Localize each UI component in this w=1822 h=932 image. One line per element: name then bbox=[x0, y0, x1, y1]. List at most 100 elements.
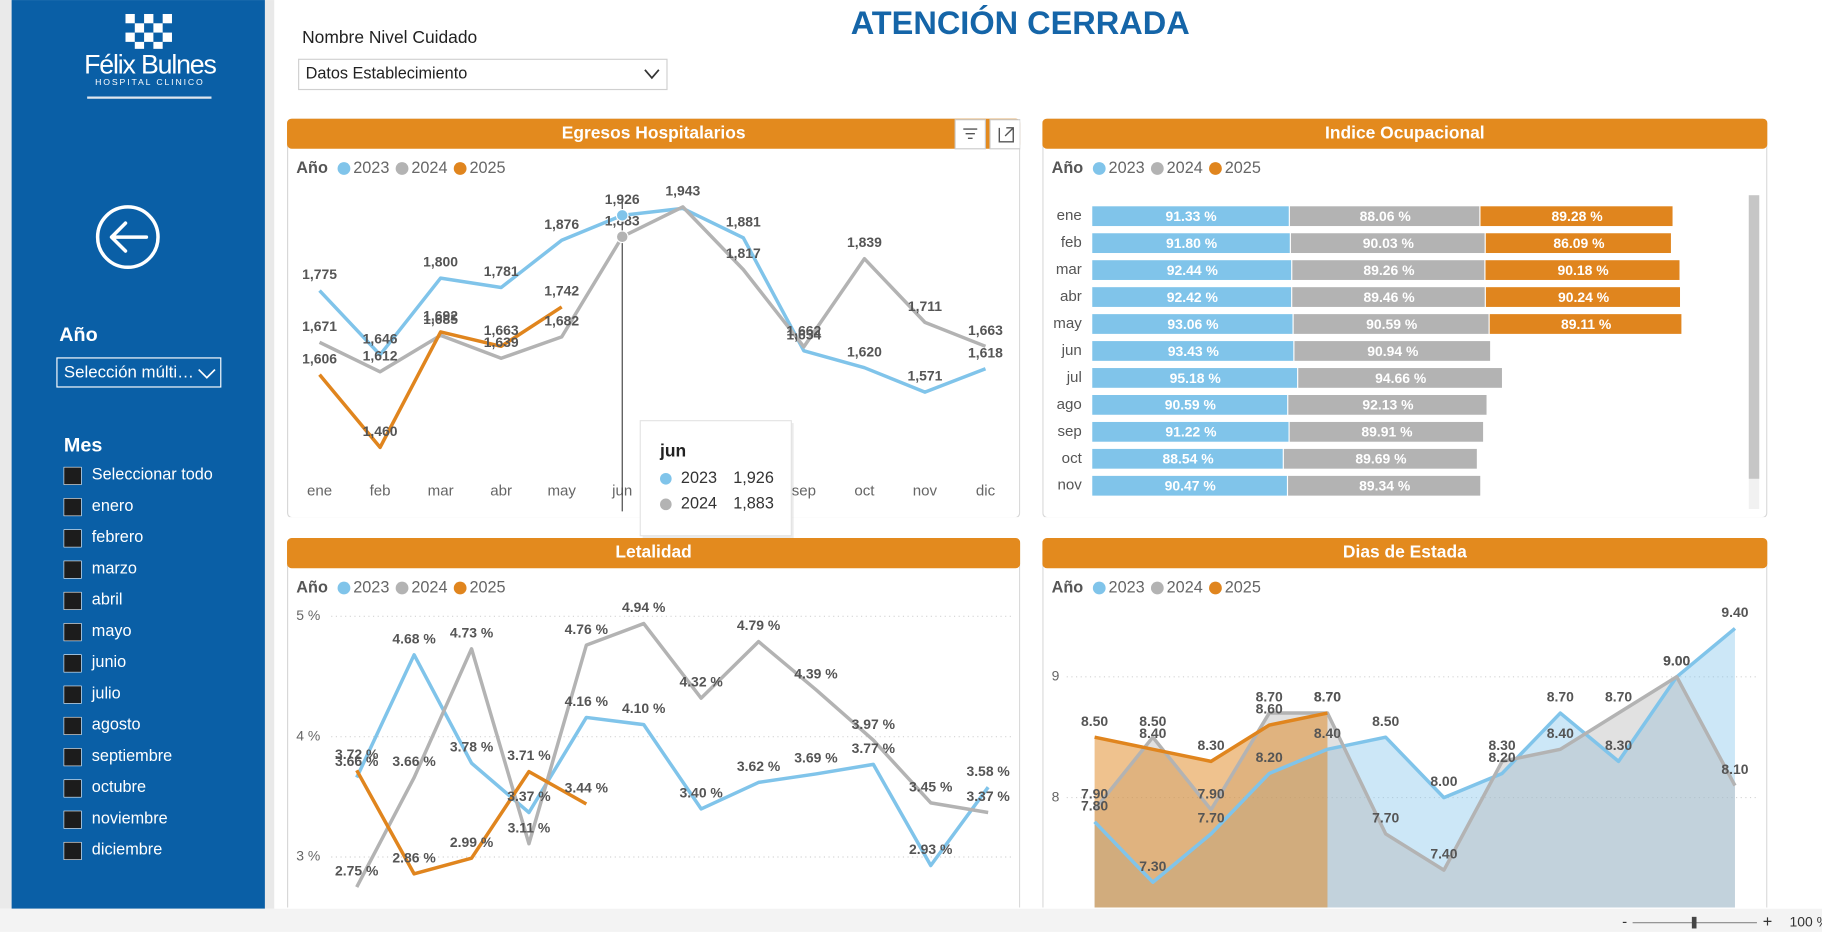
checkbox[interactable] bbox=[63, 466, 82, 485]
bar bbox=[1292, 260, 1485, 280]
month-option: enero bbox=[92, 497, 134, 515]
data-label: 88.06 % bbox=[1360, 208, 1412, 224]
data-label: 91.33 % bbox=[1166, 208, 1218, 224]
back-button[interactable] bbox=[95, 205, 160, 270]
line bbox=[1094, 711, 1328, 764]
data-label: 3.58 % bbox=[966, 763, 1010, 779]
y-tick-label: 3 % bbox=[296, 848, 320, 864]
data-label: 1,460 bbox=[363, 423, 398, 439]
month-options: Seleccionar todo enero febrero marzo abril ma… bbox=[63, 466, 213, 860]
data-label: 8.20 bbox=[1489, 749, 1516, 765]
year-filter-label: Año bbox=[59, 324, 97, 346]
y-tick-label: 9 bbox=[1052, 667, 1060, 683]
year-filter-dropdown[interactable] bbox=[56, 357, 222, 388]
checkbox[interactable] bbox=[63, 685, 82, 704]
x-tick-label: mar bbox=[428, 483, 454, 500]
bar bbox=[1092, 341, 1294, 361]
y-category-label: nov bbox=[1057, 477, 1082, 494]
checkbox[interactable] bbox=[63, 591, 82, 610]
data-label: 90.47 % bbox=[1165, 478, 1217, 494]
panel-header bbox=[287, 538, 1021, 569]
legend-swatch bbox=[1150, 581, 1164, 595]
zoom-in[interactable]: + bbox=[1763, 913, 1773, 931]
hover-dot bbox=[615, 230, 629, 244]
data-label: 3.44 % bbox=[565, 780, 609, 796]
x-tick-label: abr bbox=[490, 483, 512, 500]
data-label: 92.44 % bbox=[1167, 262, 1219, 278]
data-label: 88.54 % bbox=[1162, 451, 1214, 467]
checkbox[interactable] bbox=[63, 623, 82, 642]
data-label: 89.34 % bbox=[1359, 478, 1411, 494]
panel-header bbox=[1042, 538, 1768, 569]
data-label: 1,646 bbox=[363, 330, 398, 346]
checkbox[interactable] bbox=[63, 716, 82, 735]
month-option: febrero bbox=[92, 528, 144, 546]
data-label: 1,876 bbox=[544, 216, 579, 232]
y-category-label: abr bbox=[1060, 288, 1082, 305]
checkbox[interactable] bbox=[63, 529, 82, 548]
data-label: 1,800 bbox=[423, 254, 458, 270]
data-label: 92.13 % bbox=[1362, 397, 1414, 413]
x-tick-label: feb bbox=[370, 483, 391, 500]
data-label: 8.50 bbox=[1372, 713, 1399, 729]
x-tick-label: sep bbox=[792, 483, 816, 500]
data-label: 89.26 % bbox=[1363, 262, 1415, 278]
data-label: 89.11 % bbox=[1561, 316, 1612, 332]
status-bar bbox=[0, 908, 1822, 932]
y-category-label: jun bbox=[1061, 342, 1082, 359]
checkbox[interactable] bbox=[63, 841, 82, 860]
legend-label: 2025 bbox=[1225, 578, 1261, 596]
data-label: 4.68 % bbox=[392, 630, 436, 646]
logo-subtitle: HOSPITAL CLINICO bbox=[95, 77, 205, 87]
checkbox[interactable] bbox=[63, 810, 82, 829]
data-label: 1,781 bbox=[484, 263, 519, 279]
data-label: 3.62 % bbox=[737, 758, 781, 774]
data-label: 1,839 bbox=[847, 234, 882, 250]
filter-glyph bbox=[963, 128, 978, 140]
zoom-out[interactable]: - bbox=[1622, 914, 1627, 931]
data-label: 7.40 bbox=[1430, 846, 1457, 862]
filter-dropdown[interactable] bbox=[298, 58, 668, 91]
line bbox=[318, 205, 987, 374]
data-label: 1,618 bbox=[968, 344, 1003, 360]
x-tick-label: dic bbox=[976, 483, 996, 500]
bar bbox=[1092, 233, 1290, 254]
checkbox[interactable] bbox=[63, 654, 82, 673]
data-label: 91.22 % bbox=[1165, 424, 1217, 440]
data-label: 89.28 % bbox=[1552, 208, 1604, 224]
data-label: 8.40 bbox=[1547, 725, 1574, 741]
data-label: 3.66 % bbox=[392, 753, 436, 769]
legend-label: 2024 bbox=[411, 578, 447, 596]
checkbox[interactable] bbox=[63, 498, 82, 517]
checkbox[interactable] bbox=[63, 748, 82, 767]
zoom-thumb[interactable] bbox=[1691, 916, 1697, 929]
scroll-thumb[interactable] bbox=[1748, 195, 1760, 479]
checkbox[interactable] bbox=[63, 779, 82, 798]
data-label: 1,639 bbox=[484, 334, 519, 350]
y-tick-label: 5 % bbox=[296, 607, 320, 623]
data-label: 1,662 bbox=[786, 322, 821, 338]
sidebar-shadow bbox=[264, 0, 275, 909]
chart-title: Egresos Hospitalarios bbox=[562, 122, 746, 142]
bar bbox=[1289, 421, 1484, 442]
bar bbox=[1480, 206, 1673, 227]
x-tick-label: oct bbox=[854, 483, 875, 500]
data-label: 8.00 bbox=[1430, 773, 1457, 789]
bar bbox=[1485, 233, 1671, 254]
chart-panel: Egresos Hospitalarios Año 2023 2024 2025 ene f… bbox=[287, 118, 1021, 518]
data-label: 86.09 % bbox=[1553, 235, 1605, 251]
data-label: 8.10 bbox=[1721, 761, 1748, 777]
focus-icon[interactable] bbox=[989, 119, 1021, 150]
tooltip-name: 2023 bbox=[681, 469, 717, 487]
chart-panel: Dias de Estada Año 2023 2024 2025 8 9 7.80 7.30 7… bbox=[1042, 538, 1768, 908]
hover-dot bbox=[615, 208, 629, 222]
legend-label: 2023 bbox=[1109, 159, 1145, 177]
legend-swatch bbox=[1209, 162, 1222, 175]
data-label: 90.18 % bbox=[1557, 262, 1609, 278]
data-label: 8.40 bbox=[1314, 725, 1341, 741]
data-label: 3.72 % bbox=[335, 746, 379, 762]
data-label: 8.70 bbox=[1314, 689, 1341, 705]
checkbox[interactable] bbox=[63, 560, 82, 579]
data-label: 4.39 % bbox=[794, 665, 838, 681]
data-label: 1,620 bbox=[847, 343, 882, 359]
